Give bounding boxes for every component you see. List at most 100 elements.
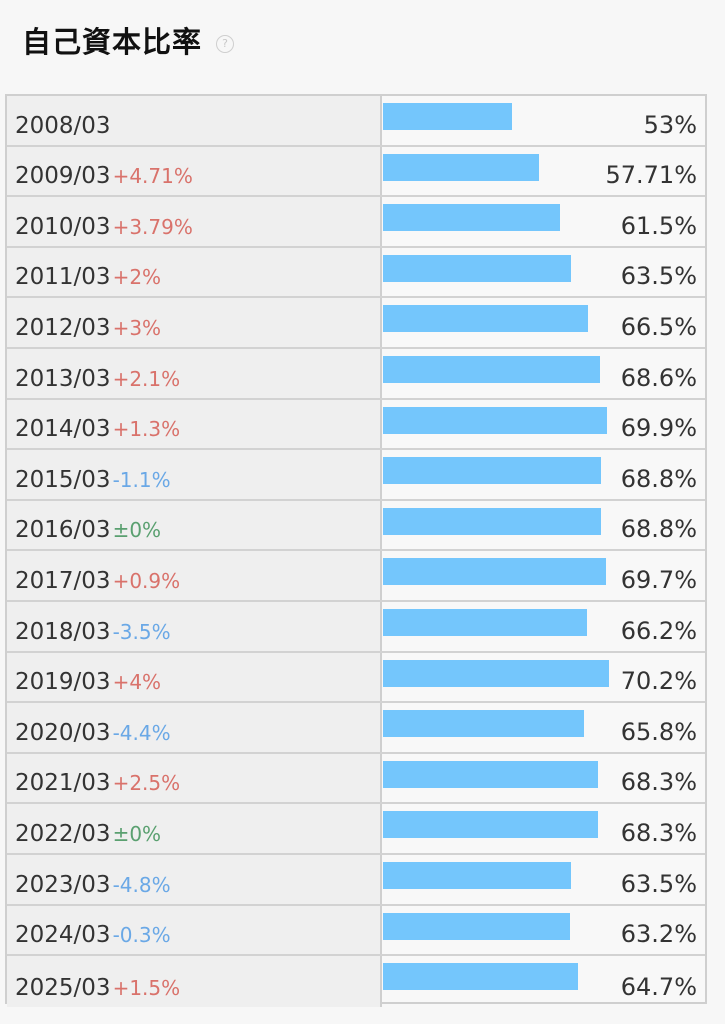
table-row: 2016/03 ±0% 68.8% (7, 500, 705, 552)
year-cell: 2024/03 -0.3% (7, 905, 382, 955)
bar (383, 406, 608, 434)
change-label: +1.3% (112, 417, 181, 442)
change-label: -0.3% (112, 923, 171, 948)
table-row: 2014/03 +1.3% 69.9% (7, 399, 705, 451)
value-label: 66.5% (620, 312, 697, 341)
change-label: ±0% (112, 821, 162, 846)
year-label: 2015/03 -1.1% (15, 467, 171, 493)
value-label: 68.3% (620, 818, 697, 847)
equity-ratio-table: 2008/03 53% 2009/03 +4.71% 57.71% 2010/03 +3.7… (5, 94, 707, 1007)
year-value: 2020/03 (15, 719, 111, 746)
value-label: 68.6% (620, 363, 697, 392)
value-label: 53% (643, 110, 697, 139)
year-value: 2011/03 (15, 264, 111, 291)
bar (383, 912, 570, 940)
year-value: 2019/03 (15, 669, 111, 696)
value-label: 68.8% (620, 464, 697, 493)
year-label: 2013/03 +2.1% (15, 366, 180, 392)
table-row: 2025/03 +1.5% 64.7% (7, 956, 705, 1007)
bar (383, 356, 600, 383)
year-value: 2022/03 (15, 820, 111, 847)
year-label: 2014/03 +1.3% (15, 416, 180, 442)
help-icon[interactable]: ? (216, 35, 235, 53)
year-cell: 2011/03 +2% (7, 247, 382, 297)
change-label: +2.5% (112, 771, 181, 796)
value-label: 66.2% (620, 616, 697, 645)
table-row: 2008/03 53% (7, 96, 705, 147)
table-row: 2020/03 -4.4% 65.8% (7, 703, 705, 754)
value-label: 63.2% (620, 920, 697, 949)
bar (383, 760, 599, 788)
change-label: +3% (112, 315, 162, 340)
year-value: 2025/03 (15, 974, 111, 1001)
year-label: 2016/03 ±0% (15, 517, 161, 543)
year-value: 2009/03 (15, 163, 111, 190)
table-row: 2010/03 +3.79% 61.5% (7, 197, 705, 248)
table-row: 2017/03 +0.9% 69.7% (7, 551, 705, 602)
year-cell: 2022/03 ±0% (7, 804, 382, 853)
value-label: 69.7% (620, 565, 697, 594)
year-value: 2012/03 (15, 314, 111, 341)
year-label: 2021/03 +2.5% (15, 770, 180, 796)
value-label: 70.2% (620, 667, 697, 696)
bar (383, 558, 607, 586)
value-label: 65.8% (620, 717, 697, 746)
year-label: 2011/03 +2% (15, 264, 161, 290)
value-label: 68.3% (620, 768, 697, 797)
year-value: 2023/03 (15, 871, 111, 898)
table-row: 2019/03 +4% 70.2% (7, 652, 705, 704)
year-value: 2013/03 (15, 365, 111, 392)
bar (383, 609, 587, 636)
year-value: 2014/03 (15, 416, 111, 443)
table-row: 2015/03 -1.1% 68.8% (7, 450, 705, 501)
bar (383, 204, 561, 232)
table-row: 2009/03 +4.71% 57.71% (7, 146, 705, 198)
year-value: 2018/03 (15, 618, 111, 645)
year-cell: 2012/03 +3% (7, 298, 382, 347)
value-label: 63.5% (620, 869, 697, 898)
bar (383, 254, 572, 282)
year-cell: 2019/03 +4% (7, 652, 382, 702)
year-label: 2017/03 +0.9% (15, 568, 180, 594)
year-label: 2023/03 -4.8% (15, 872, 171, 898)
value-label: 69.9% (620, 414, 697, 443)
year-value: 2021/03 (15, 770, 111, 797)
year-label: 2024/03 -0.3% (15, 922, 171, 948)
change-label: +2.1% (112, 366, 181, 391)
table-row: 2023/03 -4.8% 63.5% (7, 855, 705, 906)
year-label: 2022/03 ±0% (15, 821, 161, 847)
change-label: +0.9% (112, 568, 181, 593)
year-value: 2024/03 (15, 922, 111, 949)
year-value: 2008/03 (15, 112, 111, 139)
year-label: 2009/03 +4.71% (15, 163, 193, 189)
value-label: 68.8% (620, 515, 697, 544)
bar (383, 507, 602, 535)
value-label: 64.7% (620, 972, 697, 1001)
change-label: +1.5% (112, 975, 181, 1000)
table-row: 2024/03 -0.3% 63.2% (7, 905, 705, 957)
year-cell: 2025/03 +1.5% (7, 956, 382, 1007)
year-label: 2020/03 -4.4% (15, 720, 171, 746)
table-row: 2013/03 +2.1% 68.6% (7, 349, 705, 400)
year-cell: 2015/03 -1.1% (7, 450, 382, 499)
year-label: 2018/03 -3.5% (15, 619, 171, 645)
change-label: -3.5% (112, 619, 171, 644)
change-label: +4% (112, 670, 162, 695)
bar (383, 862, 572, 889)
bar (383, 153, 539, 181)
year-cell: 2021/03 +2.5% (7, 753, 382, 803)
table-row: 2021/03 +2.5% 68.3% (7, 753, 705, 805)
year-cell: 2018/03 -3.5% (7, 602, 382, 651)
table-row: 2022/03 ±0% 68.3% (7, 804, 705, 855)
bar (383, 457, 602, 485)
year-cell: 2023/03 -4.8% (7, 855, 382, 904)
year-cell: 2014/03 +1.3% (7, 399, 382, 449)
year-value: 2015/03 (15, 466, 111, 493)
change-label: -1.1% (112, 467, 171, 492)
year-label: 2008/03 (15, 113, 111, 139)
year-value: 2017/03 (15, 567, 111, 594)
year-cell: 2009/03 +4.71% (7, 146, 382, 196)
bar (383, 659, 609, 687)
year-cell: 2017/03 +0.9% (7, 551, 382, 600)
bar (383, 305, 589, 333)
